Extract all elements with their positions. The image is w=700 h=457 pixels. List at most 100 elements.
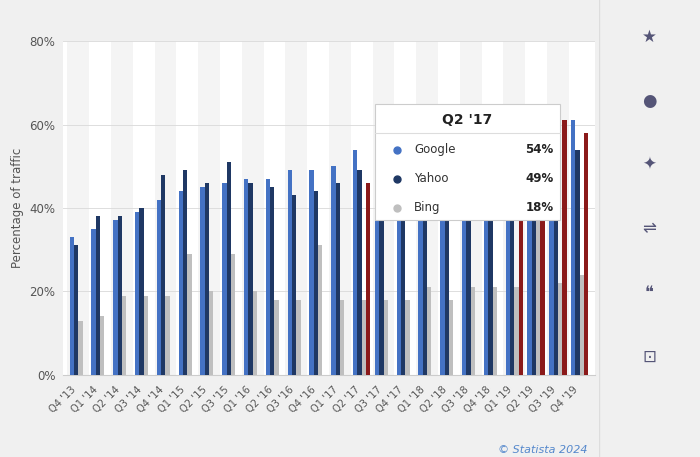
Text: ★: ★ [642,27,657,46]
Bar [266,179,270,375]
Bar [550,116,554,375]
Bar [161,175,165,375]
Bar [200,187,204,375]
Bar [204,183,209,375]
Bar [231,254,235,375]
Bar [253,292,257,375]
Bar [423,179,427,375]
Text: 54%: 54% [525,143,554,156]
Bar [178,191,183,375]
Bar [571,120,575,375]
Bar [366,183,370,375]
Bar [372,41,394,375]
Bar [335,183,340,375]
Bar [292,196,296,375]
Bar [165,296,170,375]
Text: 49%: 49% [525,172,554,185]
Bar [505,158,510,375]
Text: Bing: Bing [414,202,440,214]
Bar [118,216,122,375]
Bar [78,320,83,375]
Bar [466,162,470,375]
Bar [554,154,558,375]
Bar [449,300,454,375]
Bar [318,245,323,375]
Bar [353,149,357,375]
Bar [183,170,188,375]
Bar [222,183,227,375]
Bar [74,245,78,375]
Bar [144,296,148,375]
Bar [96,216,100,375]
Bar [244,179,248,375]
Bar [580,275,584,375]
Bar [286,41,307,375]
Bar [69,237,74,375]
Bar [384,300,388,375]
Text: Q2 '17: Q2 '17 [442,113,493,128]
Bar [139,208,144,375]
Text: ❝: ❝ [645,283,654,302]
Bar [527,145,532,375]
Bar [440,166,444,375]
Bar [510,170,514,375]
Bar [157,200,161,375]
Bar [405,300,409,375]
Bar [248,183,253,375]
Text: ●: ● [642,91,657,110]
Bar [340,300,344,375]
Bar [519,129,523,375]
Text: ⊡: ⊡ [643,347,656,366]
Bar [462,162,466,375]
Bar [374,166,379,375]
Bar [135,212,139,375]
Bar [562,120,567,375]
Bar [584,133,589,375]
Bar [427,287,431,375]
Bar [67,41,89,375]
Bar [296,300,301,375]
Y-axis label: Percentage of traffic: Percentage of traffic [10,148,24,268]
Bar [379,183,384,375]
Bar [274,300,279,375]
Bar [575,149,580,375]
Bar [111,41,133,375]
Text: Google: Google [414,143,456,156]
Bar [329,41,351,375]
Text: ✦: ✦ [643,155,656,174]
Bar [357,170,362,375]
Text: 18%: 18% [526,202,554,214]
Bar [484,166,488,375]
Bar [309,170,314,375]
Text: Yahoo: Yahoo [414,172,449,185]
Bar [470,287,475,375]
Bar [493,287,497,375]
Bar [514,287,519,375]
Bar [416,41,438,375]
FancyBboxPatch shape [374,104,560,220]
Bar [100,316,104,375]
Text: ⇌: ⇌ [643,219,656,238]
Bar [536,166,540,375]
Bar [122,296,126,375]
Bar [401,187,405,375]
Bar [198,41,220,375]
Bar [460,41,482,375]
Bar [91,229,96,375]
Bar [444,175,449,375]
Bar [113,220,118,375]
Bar [270,187,274,375]
Bar [547,41,569,375]
Bar [362,300,366,375]
Bar [397,175,401,375]
Bar [540,120,545,375]
Bar [288,170,292,375]
Bar [314,191,318,375]
Bar [227,162,231,375]
Bar [503,41,525,375]
Text: © Statista 2024: © Statista 2024 [498,445,588,455]
Bar [155,41,176,375]
Bar [188,254,192,375]
Bar [419,170,423,375]
Bar [532,158,536,375]
